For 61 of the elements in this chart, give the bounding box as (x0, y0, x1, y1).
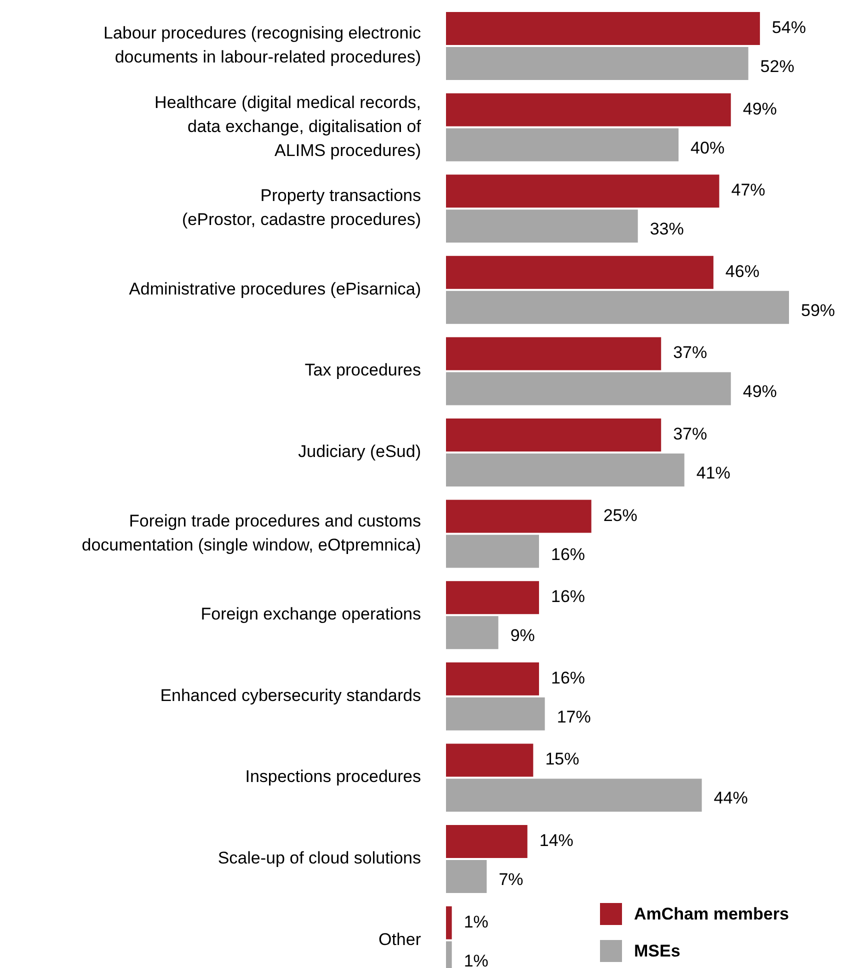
bar (446, 744, 534, 777)
bar (446, 500, 592, 533)
bar (446, 128, 679, 162)
bar (446, 47, 748, 80)
data-label: 44% (714, 788, 748, 808)
y-tick-label: Labour procedures (recognising electronic documents in labour-related procedures) (103, 23, 422, 66)
bar (446, 534, 540, 568)
bar (446, 697, 545, 730)
bar (446, 290, 789, 324)
data-label: 59% (801, 300, 836, 320)
y-tick-label: Judiciary (eSud) (298, 442, 421, 461)
data-label: 16% (551, 544, 586, 564)
data-label: 49% (742, 99, 777, 118)
bar (446, 662, 540, 696)
data-label: 37% (673, 343, 708, 362)
legend-label: AmCham members (634, 904, 789, 924)
y-tick-label: Scale-up of cloud solutions (218, 848, 421, 868)
y-tick-label: Foreign exchange operations (200, 604, 421, 624)
data-label: 9% (510, 626, 535, 646)
data-label: 1% (464, 951, 488, 968)
data-label: 15% (545, 750, 580, 769)
legend-label: MSEs (634, 941, 680, 960)
bar (446, 825, 528, 858)
bar (446, 174, 720, 208)
y-tick-label: Other (378, 930, 422, 949)
bar (446, 860, 487, 893)
data-label: 33% (650, 220, 684, 239)
y-tick-label: Tax procedures (304, 360, 421, 380)
data-label: 17% (556, 707, 591, 726)
bar (446, 372, 731, 406)
bar (446, 454, 684, 486)
y-tick-label: Foreign trade procedures and customs documentation (single window, eOtpremnica) (82, 511, 421, 554)
data-label: 46% (725, 262, 760, 281)
bar (446, 778, 702, 812)
data-label: 1% (464, 912, 488, 932)
data-label: 54% (772, 18, 806, 37)
bar (446, 581, 540, 614)
bar (446, 616, 498, 650)
bar (446, 93, 731, 126)
data-label: 16% (551, 587, 586, 606)
bar (446, 210, 638, 243)
data-label: 16% (551, 668, 586, 688)
data-label: 37% (673, 424, 708, 444)
y-tick-label: Enhanced cybersecurity standards (160, 686, 421, 705)
bar (446, 337, 662, 370)
bar (446, 256, 714, 289)
bar (446, 418, 662, 452)
bar (446, 12, 760, 45)
data-label: 25% (603, 506, 638, 525)
data-label: 49% (742, 382, 777, 402)
data-label: 47% (731, 180, 766, 200)
bar (446, 906, 452, 940)
y-tick-label: Inspections procedures (245, 767, 421, 786)
data-label: 52% (760, 56, 794, 76)
y-tick-label: Administrative procedures (ePisarnica) (129, 279, 421, 298)
data-label: 7% (498, 870, 524, 889)
y-tick-label: Healthcare (digital medical records, data exchange, digitalisation of ALIMS procedures) (154, 92, 422, 160)
data-label: 14% (539, 830, 574, 850)
y-tick-label: Property transactions (eProstor, cadastre procedures) (182, 186, 421, 230)
data-label: 41% (696, 463, 730, 482)
data-label: 40% (690, 138, 725, 158)
